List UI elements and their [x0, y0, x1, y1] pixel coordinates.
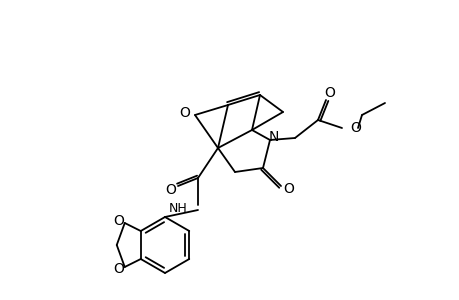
- Text: O: O: [113, 262, 124, 276]
- Text: O: O: [324, 86, 335, 100]
- Text: NH: NH: [169, 202, 188, 214]
- Text: O: O: [283, 182, 294, 196]
- Text: O: O: [113, 214, 124, 228]
- Text: O: O: [349, 121, 360, 135]
- Text: N: N: [268, 130, 279, 144]
- Text: O: O: [165, 183, 176, 197]
- Text: O: O: [179, 106, 190, 120]
